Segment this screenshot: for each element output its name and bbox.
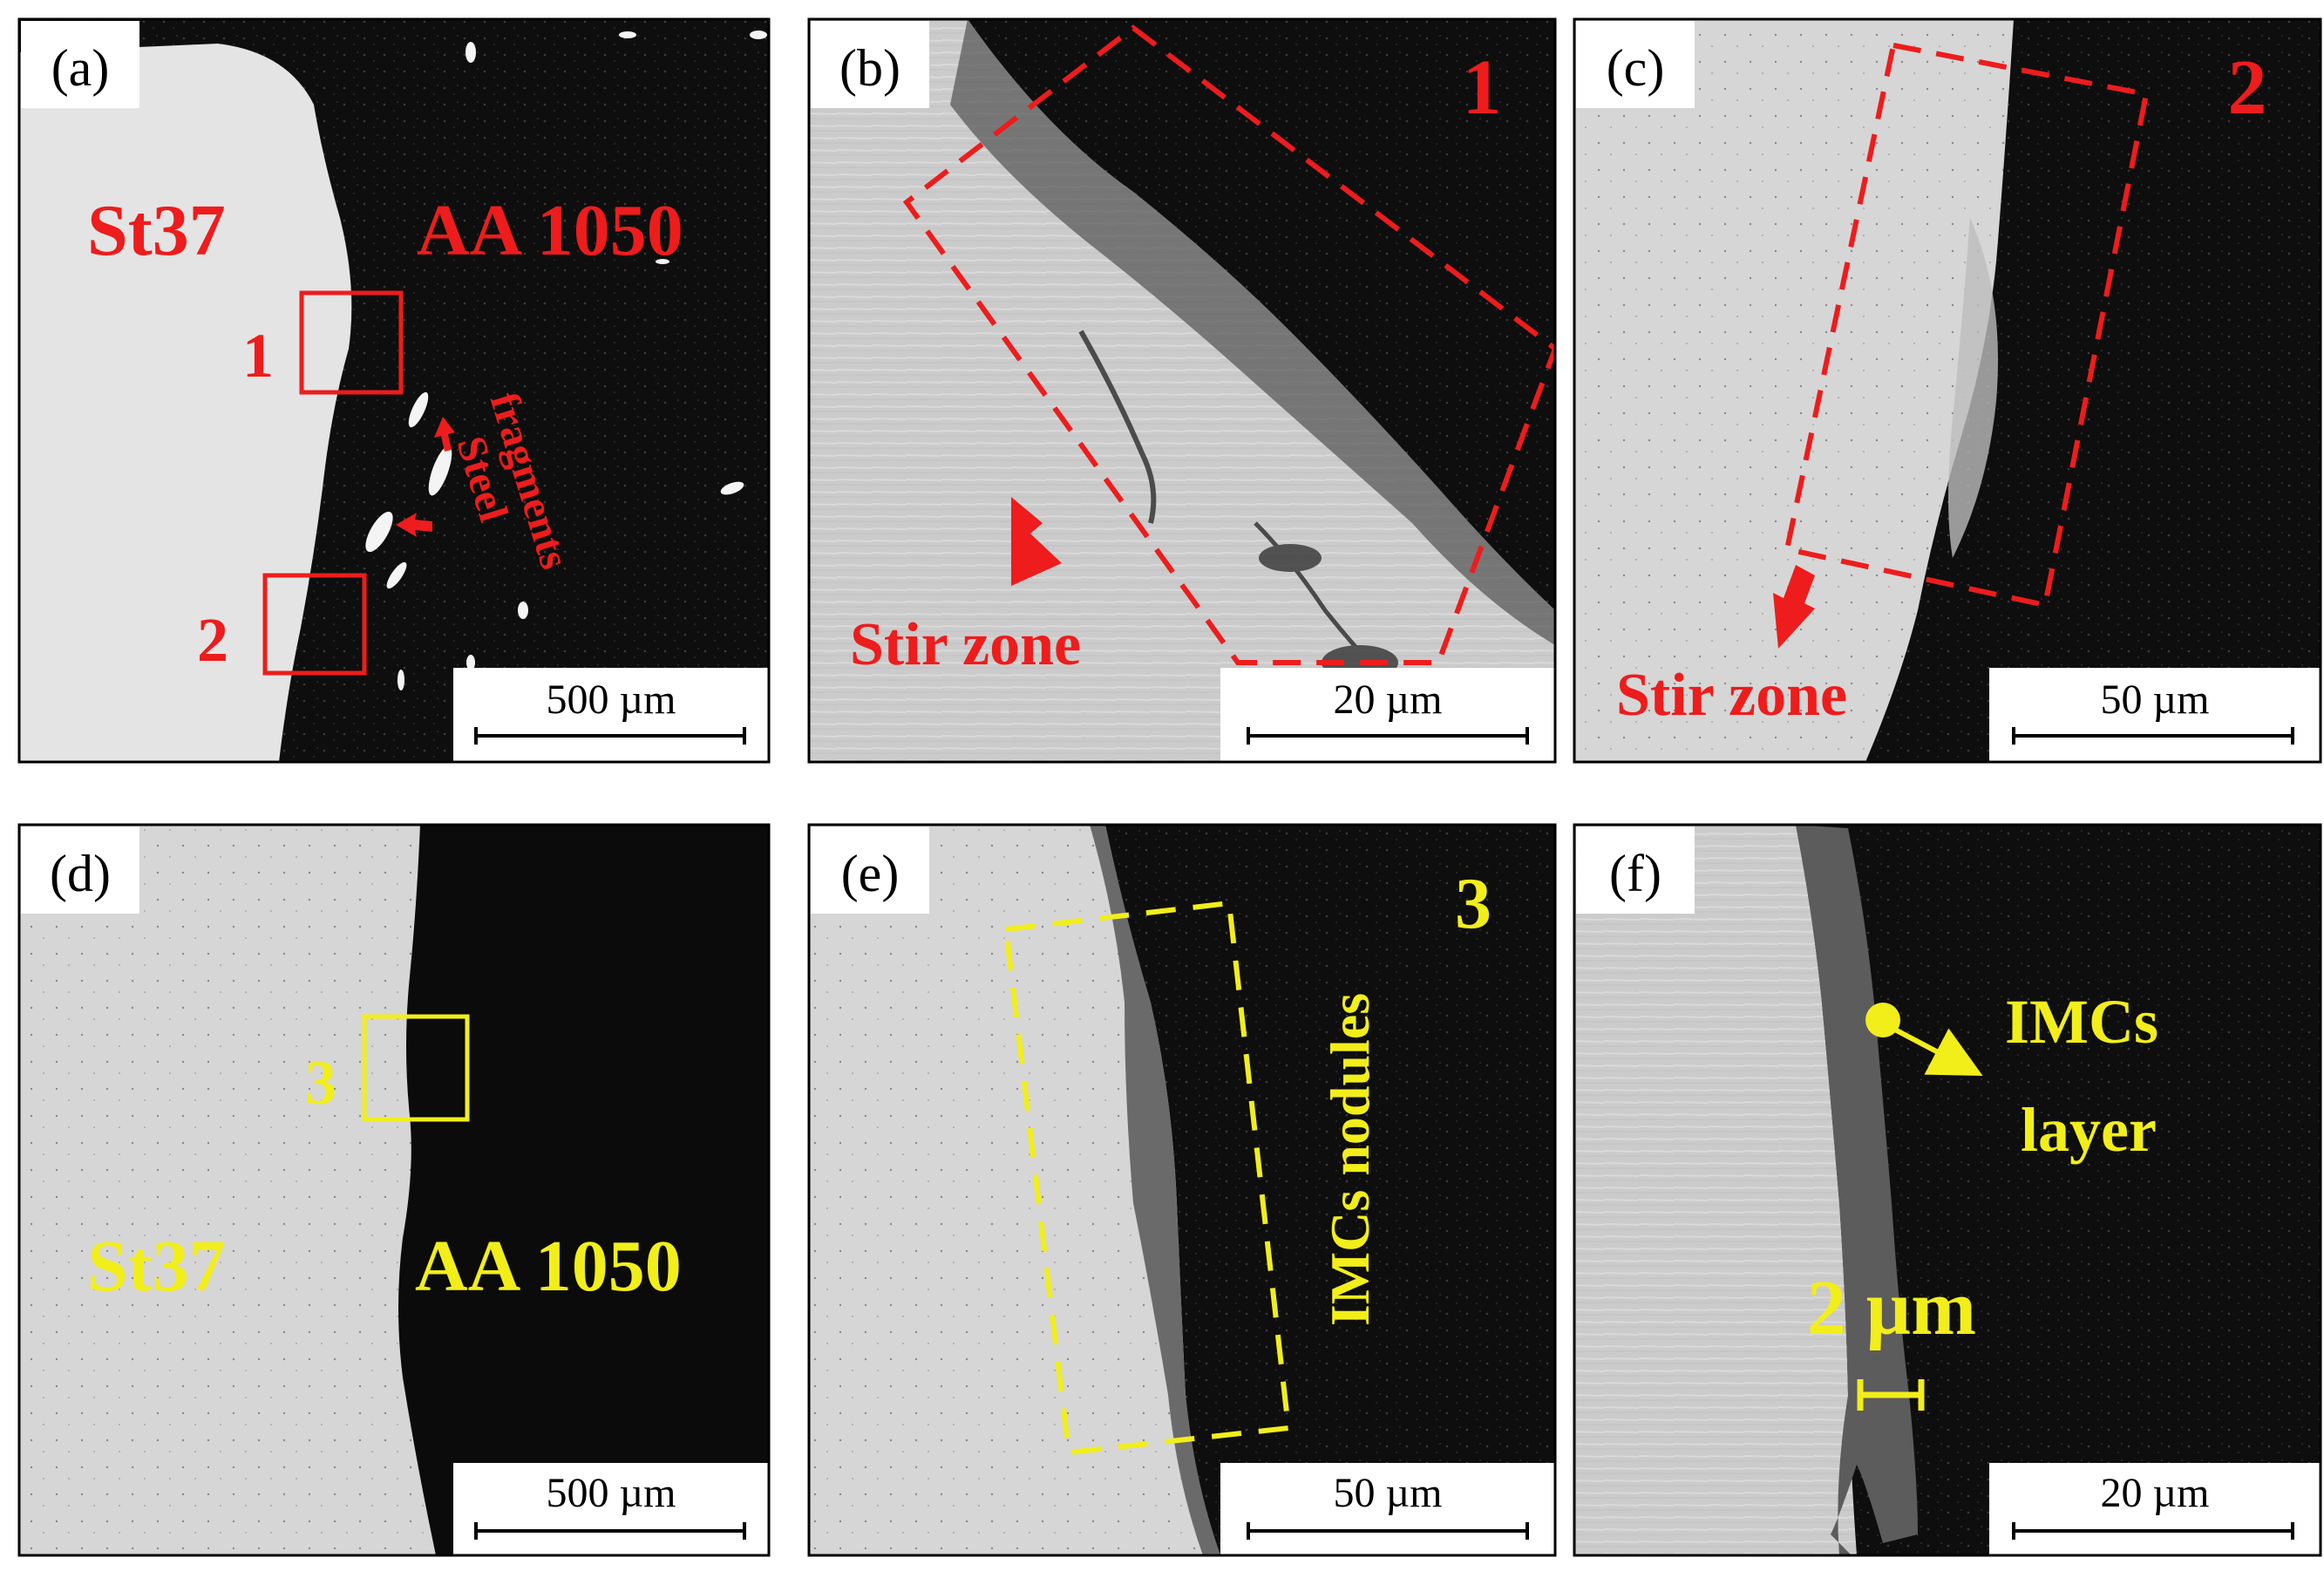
panel-c-aluminum-region xyxy=(1865,19,2321,762)
panel-a-aa1050-label: AA 1050 xyxy=(417,190,683,271)
panel-c-tag: (c) xyxy=(1607,39,1665,97)
panel-d-scalebar-label: 500 µm xyxy=(547,1470,676,1516)
panel-b-scalebar-box xyxy=(1220,668,1555,762)
panel-b: 1 Stir zone 20 µm xyxy=(809,19,1555,762)
panel-b-region-number: 1 xyxy=(1463,44,1502,131)
panel-d-st37-label: St37 xyxy=(87,1226,226,1307)
panel-a-box-1-label: 1 xyxy=(242,321,274,391)
panel-e-dashed-region xyxy=(1002,900,1292,1456)
panel-d: 3 St37 AA 1050 500 µm xyxy=(19,825,769,1555)
panel-d-aa1050-label: AA 1050 xyxy=(415,1226,682,1307)
panel-e-tag: (e) xyxy=(841,845,900,902)
panel-a-box-1 xyxy=(299,290,404,395)
panel-e-imc-band xyxy=(1090,825,1220,1555)
panel-c-scalebar-box xyxy=(1989,668,2321,762)
panel-d-steel-region xyxy=(19,825,436,1555)
panel-c-scalebar-label: 50 µm xyxy=(2101,677,2210,723)
panel-e: 3 IMCs nodules 50 µm xyxy=(809,825,1555,1555)
panel-a-arrow-left xyxy=(396,513,432,537)
panel-a-fragments xyxy=(365,31,767,692)
panel-f-imc-label-line-2: layer xyxy=(2021,1095,2157,1165)
panel-e-scalebar-label: 50 µm xyxy=(1334,1470,1443,1516)
panel-b-interface-band xyxy=(950,19,1555,645)
panel-f-imc-layer xyxy=(1796,825,1918,1555)
panel-c-stir-arrow xyxy=(1773,565,1815,649)
panel-c-region-number: 2 xyxy=(2228,44,2267,131)
panel-f-tag: (f) xyxy=(1609,845,1661,902)
panel-f-point-marker xyxy=(1865,1003,1900,1037)
panel-f-pointer-arrow xyxy=(1892,1026,1983,1076)
panel-a-scalebar-box xyxy=(453,668,769,762)
panel-f-imc-label-line-1: IMCs xyxy=(2005,987,2158,1057)
panel-e-region-number: 3 xyxy=(1455,863,1492,944)
panel-f-scalebar-box xyxy=(1989,1463,2321,1555)
panel-a-box-2-label: 2 xyxy=(197,605,228,675)
panel-a: (a) St37 AA 1050 1 2 Steel fragments 500… xyxy=(19,19,769,762)
panel-f-scalebar-label: 20 µm xyxy=(2101,1470,2210,1516)
panel-a-steel-region xyxy=(19,44,352,762)
panel-b-scalebar-label: 20 µm xyxy=(1334,677,1443,723)
panel-e-scalebar-box xyxy=(1220,1463,1555,1555)
panel-d-box-3-label: 3 xyxy=(305,1048,336,1118)
panel-c-interface-sliver xyxy=(1948,218,1998,558)
panel-b-stir-label: Stir zone xyxy=(850,611,1081,678)
panel-e-steel-region xyxy=(809,825,1220,1555)
panel-f: IMCs layer 2 µm 20 µm xyxy=(1574,825,2321,1555)
panel-b-tag: (b) xyxy=(839,39,900,97)
panel-f-thickness-label: 2 µm xyxy=(1807,1265,1976,1351)
panel-c-stir-label: Stir zone xyxy=(1616,662,1847,729)
panel-a-st37-label: St37 xyxy=(87,190,226,271)
panel-a-tag-display: (a) xyxy=(51,39,110,97)
panel-d-box-3 xyxy=(362,1014,470,1122)
panel-d-scalebar-box xyxy=(453,1463,769,1555)
panel-a-scalebar-label: 500 µm xyxy=(547,677,676,723)
panel-c: 2 Stir zone 50 µm xyxy=(1574,19,2321,762)
panel-d-tag: (d) xyxy=(50,845,111,902)
panel-f-steel-region xyxy=(1574,825,1857,1555)
panel-b-aluminum-region xyxy=(968,19,1555,610)
panel-b-stir-arrow xyxy=(1011,497,1062,586)
panel-a-arrow-up xyxy=(434,417,455,452)
panel-a-box-2 xyxy=(262,573,367,676)
panel-b-dashed-region xyxy=(902,24,1555,665)
panel-e-imc-nodules-label: IMCs nodules xyxy=(1319,993,1381,1326)
